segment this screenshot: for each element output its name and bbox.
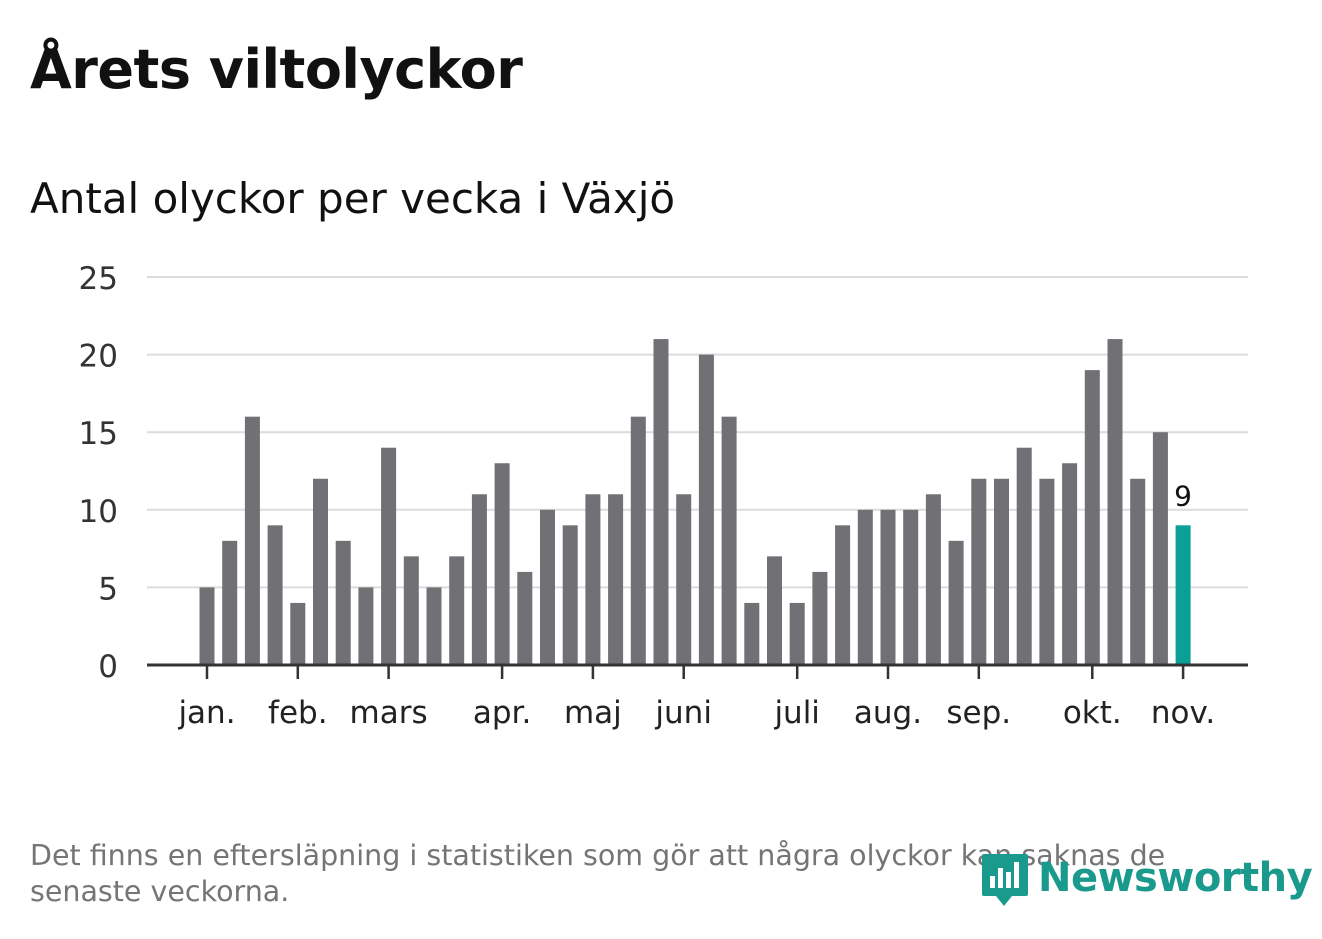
bar-week-13 — [471, 494, 487, 665]
bar-week-12 — [449, 556, 465, 665]
bar-week-19 — [608, 494, 624, 665]
x-tick-label: jan. — [177, 695, 235, 731]
bar-week-39 — [1062, 463, 1078, 665]
newsworthy-logo: Newsworthy — [980, 846, 1313, 910]
bar-week-15 — [517, 571, 533, 665]
x-tick-label: okt. — [1063, 695, 1122, 731]
bar-week-11 — [426, 587, 442, 665]
bar-week-4 — [267, 525, 283, 665]
bar-week-26 — [767, 556, 782, 665]
bar-week-43 — [1152, 432, 1168, 665]
bar-week-29 — [835, 525, 851, 665]
x-tick-label: juli — [773, 695, 820, 731]
y-tick-label: 25 — [79, 261, 118, 297]
chart-subtitle: Antal olyckor per vecka i Växjö — [30, 174, 676, 223]
y-tick-label: 15 — [79, 416, 118, 452]
x-tick-label: nov. — [1151, 695, 1215, 731]
bar-week-41 — [1107, 339, 1123, 665]
bar-week-32 — [903, 509, 919, 665]
bar-week-44 — [1175, 525, 1191, 665]
x-tick-label: juni — [654, 695, 712, 731]
y-tick-label: 20 — [79, 339, 118, 375]
chart-title: Årets viltolyckor — [30, 38, 523, 101]
bar-week-25 — [744, 602, 760, 665]
bar-week-42 — [1130, 478, 1146, 665]
bar-week-10 — [403, 556, 419, 665]
x-tick-label: aug. — [854, 695, 922, 731]
bar-week-34 — [948, 540, 964, 665]
bar-week-23 — [698, 354, 714, 665]
bar-week-33 — [925, 494, 941, 665]
bar-week-5 — [290, 602, 306, 665]
bar-week-36 — [994, 478, 1009, 665]
bar-week-1 — [199, 587, 215, 665]
x-tick-label: sep. — [946, 695, 1011, 731]
y-axis-tick-labels: 0 5 10 15 20 25 — [79, 261, 118, 685]
weekly-accidents-bar-chart: 0 5 10 15 20 25 jan. feb. mars apr. maj juni juli au… — [79, 261, 1248, 731]
bar-week-16 — [540, 509, 555, 665]
newsworthy-logo-text: Newsworthy — [1038, 855, 1313, 901]
highlight-data-label: 9 — [1174, 479, 1192, 512]
bar-week-27 — [789, 602, 805, 665]
y-tick-label: 0 — [98, 649, 118, 685]
newsworthy-logo-icon — [982, 854, 1028, 906]
bar-week-24 — [721, 416, 737, 665]
bar-week-28 — [812, 571, 828, 665]
x-tick-label: maj — [564, 695, 622, 731]
bars — [199, 339, 1191, 665]
x-axis-month-labels: jan. feb. mars apr. maj juni juli aug. sep. okt. n… — [177, 695, 1215, 731]
bar-week-22 — [676, 494, 692, 665]
grid-lines — [147, 276, 1248, 589]
bar-week-30 — [857, 509, 873, 665]
x-tick-label: apr. — [473, 695, 531, 731]
bar-week-3 — [244, 416, 260, 665]
bar-week-35 — [971, 478, 987, 665]
bar-week-21 — [653, 339, 669, 665]
bar-week-6 — [313, 478, 328, 665]
data-labels: 9 — [1174, 479, 1192, 512]
y-tick-label: 5 — [98, 571, 118, 607]
x-axis — [147, 663, 1248, 679]
bar-week-38 — [1039, 478, 1055, 665]
footnote: Det finns en eftersläpning i statistiken… — [30, 839, 1166, 908]
bar-week-40 — [1084, 370, 1100, 665]
bar-week-18 — [585, 494, 601, 665]
x-tick-label: mars — [350, 695, 428, 731]
bar-week-7 — [335, 540, 351, 665]
y-tick-label: 10 — [79, 494, 118, 530]
bar-week-20 — [630, 416, 646, 665]
x-tick-label: feb. — [268, 695, 328, 731]
bar-week-2 — [222, 540, 238, 665]
bar-week-31 — [880, 509, 896, 665]
bar-week-8 — [358, 587, 374, 665]
bar-week-37 — [1016, 447, 1032, 665]
bar-week-14 — [494, 463, 510, 665]
bar-week-9 — [381, 447, 397, 665]
bar-week-17 — [562, 525, 578, 665]
